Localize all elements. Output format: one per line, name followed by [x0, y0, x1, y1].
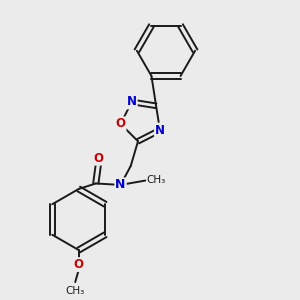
- Text: O: O: [74, 258, 84, 271]
- Text: CH₃: CH₃: [66, 286, 85, 296]
- Text: N: N: [116, 178, 126, 191]
- Text: O: O: [94, 152, 104, 165]
- Text: O: O: [116, 117, 126, 130]
- Text: CH₃: CH₃: [147, 175, 166, 185]
- Text: N: N: [127, 95, 137, 108]
- Text: N: N: [155, 124, 165, 136]
